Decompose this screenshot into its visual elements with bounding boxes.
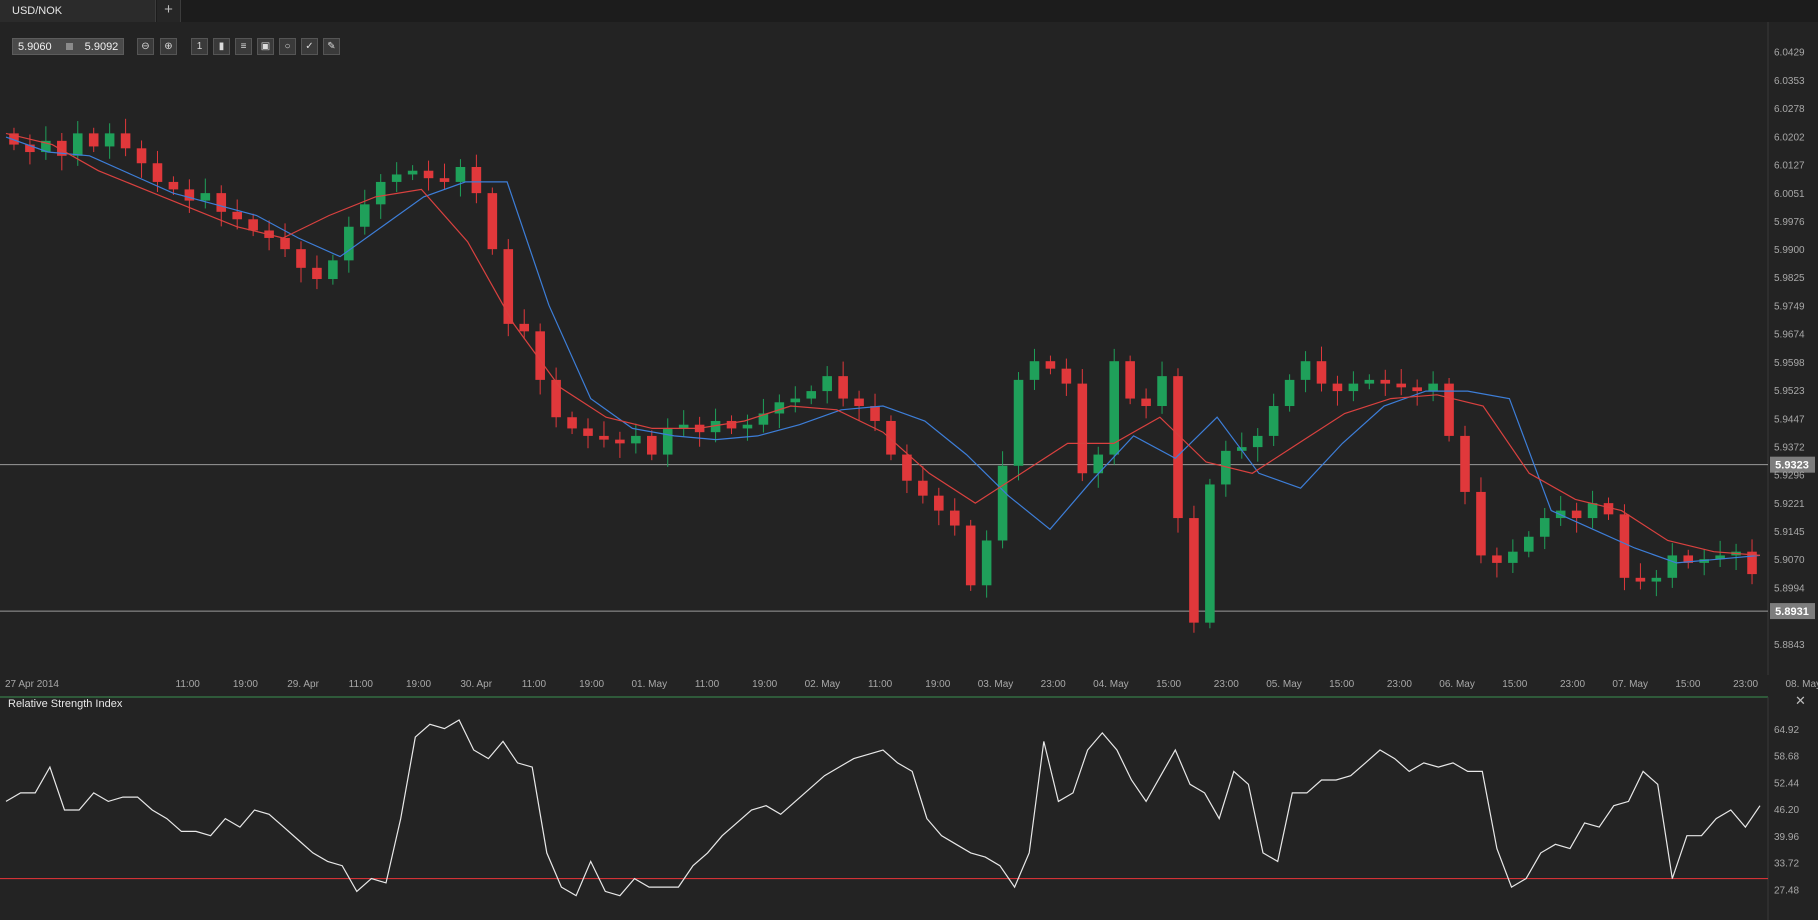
- tab-usdnok[interactable]: USD/NOK: [0, 0, 156, 22]
- quote-box: 5.9060 5.9092: [12, 38, 125, 55]
- chart-panel[interactable]: [0, 22, 1818, 920]
- template-icon[interactable]: ▣: [257, 38, 274, 55]
- period-button[interactable]: 1: [191, 38, 208, 55]
- candles-icon[interactable]: ▮: [213, 38, 230, 55]
- add-tab-button[interactable]: +: [157, 0, 181, 22]
- zoom-out-icon[interactable]: ⊖: [137, 38, 154, 55]
- indicators-icon[interactable]: ≡: [235, 38, 252, 55]
- rsi-title: Relative Strength Index: [8, 698, 123, 710]
- tab-label: USD/NOK: [12, 5, 63, 17]
- ask-price: 5.9092: [84, 40, 119, 53]
- zoom-in-icon[interactable]: ⊕: [160, 38, 177, 55]
- objects-icon[interactable]: ○: [279, 38, 296, 55]
- draw-icon[interactable]: ✓: [301, 38, 318, 55]
- quote-separator-icon: [65, 43, 73, 50]
- period-label: 1: [196, 41, 203, 52]
- tab-bar: USD/NOK +: [0, 0, 1818, 22]
- pencil-icon[interactable]: ✎: [323, 38, 340, 55]
- close-icon[interactable]: ✕: [1795, 693, 1806, 708]
- bid-price: 5.9060: [18, 40, 52, 53]
